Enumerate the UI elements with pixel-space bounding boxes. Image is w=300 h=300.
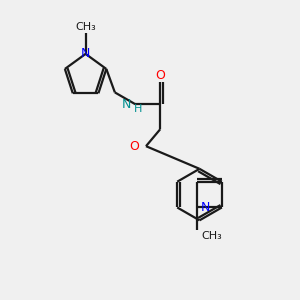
Text: O: O [155, 69, 165, 82]
Text: N: N [200, 201, 210, 214]
Text: O: O [129, 140, 139, 153]
Text: N: N [81, 47, 90, 60]
Text: CH₃: CH₃ [75, 22, 96, 32]
Text: H: H [134, 104, 142, 114]
Text: N: N [122, 98, 131, 111]
Text: CH₃: CH₃ [201, 231, 222, 241]
